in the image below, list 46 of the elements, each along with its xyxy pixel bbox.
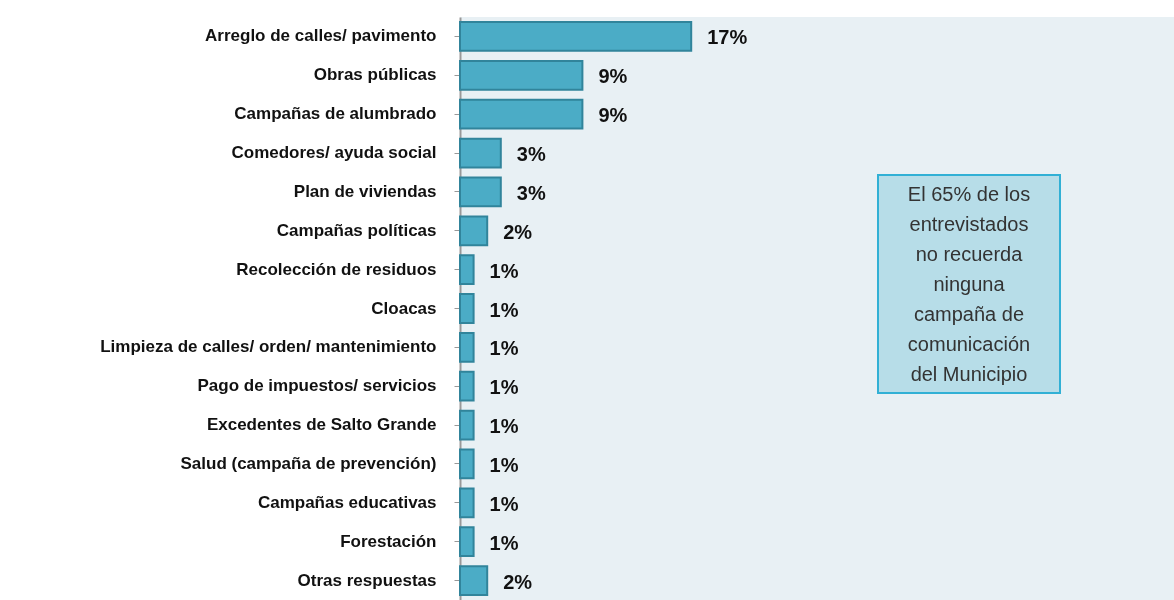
y-tick-label: Campañas de alumbrado bbox=[234, 104, 437, 124]
bar bbox=[459, 176, 502, 208]
bar bbox=[459, 21, 693, 52]
y-tick-label: Limpieza de calles/ orden/ mantenimiento bbox=[100, 337, 437, 357]
bar bbox=[459, 137, 502, 169]
y-tick-label: Forestación bbox=[340, 531, 437, 551]
y-tick-label: Campañas educativas bbox=[257, 492, 437, 512]
bar bbox=[459, 98, 584, 130]
data-label: 2% bbox=[503, 570, 533, 593]
y-tick-label: Obras públicas bbox=[313, 65, 437, 85]
bar bbox=[459, 448, 475, 480]
data-label: 1% bbox=[489, 259, 519, 282]
data-label: 3% bbox=[516, 181, 546, 204]
data-label: 9% bbox=[598, 104, 628, 127]
y-tick-label: Excedentes de Salto Grande bbox=[206, 415, 437, 435]
data-label: 1% bbox=[489, 337, 519, 360]
bar bbox=[459, 293, 475, 324]
data-label: 1% bbox=[489, 531, 519, 554]
data-label: 2% bbox=[503, 220, 533, 243]
y-tick-label: Recolección de residuos bbox=[236, 259, 437, 279]
bar bbox=[459, 215, 489, 247]
data-label: 1% bbox=[489, 453, 519, 476]
y-tick-label: Plan de viviendas bbox=[293, 181, 437, 201]
data-label: 3% bbox=[516, 143, 546, 166]
y-tick-label: Pago de impuestos/ servicios bbox=[197, 376, 437, 396]
y-tick-label: Comedores/ ayuda social bbox=[231, 143, 437, 163]
data-label: 1% bbox=[489, 376, 519, 399]
bar bbox=[459, 370, 475, 402]
y-tick-label: Cloacas bbox=[371, 298, 437, 318]
bar bbox=[459, 331, 475, 363]
note-box: El 65% de los entrevistados no recuerda ninguna campaña de comunicación del Municipio bbox=[877, 174, 1061, 394]
y-tick-label: Arreglo de calles/ pavimento bbox=[205, 26, 437, 46]
bar bbox=[459, 59, 584, 91]
data-label: 9% bbox=[598, 65, 628, 88]
y-tick-label: Salud (campaña de prevención) bbox=[180, 453, 437, 473]
y-tick-label: Campañas políticas bbox=[276, 220, 437, 240]
bar bbox=[459, 565, 489, 596]
data-label: 1% bbox=[489, 492, 519, 515]
y-tick-label: Otras respuestas bbox=[297, 570, 437, 590]
bar bbox=[459, 526, 475, 558]
bar bbox=[459, 409, 475, 441]
data-label: 17% bbox=[707, 26, 748, 49]
bar bbox=[459, 254, 475, 286]
data-label: 1% bbox=[489, 298, 519, 321]
data-label: 1% bbox=[489, 415, 519, 438]
bar bbox=[459, 487, 475, 519]
